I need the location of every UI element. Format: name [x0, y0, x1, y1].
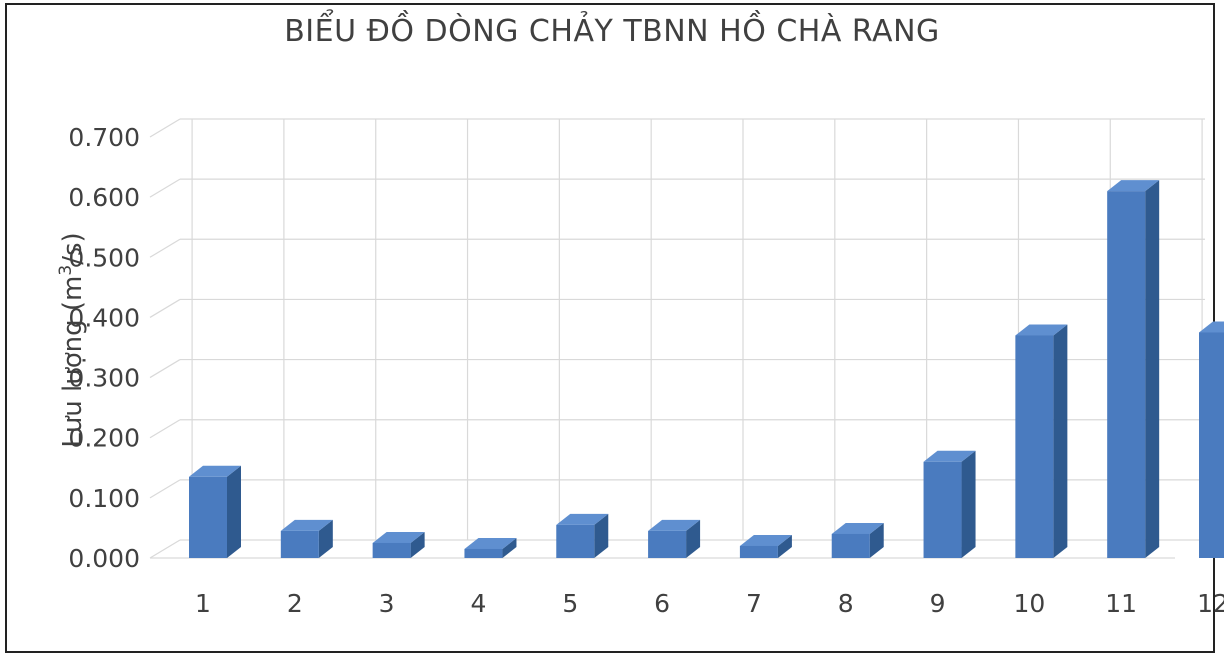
x-tick-label: 6 — [654, 589, 670, 618]
bar-front — [1107, 191, 1146, 558]
x-tick-label: 4 — [471, 589, 487, 618]
gridline-depth — [149, 479, 181, 499]
bar-top — [739, 534, 792, 546]
gridline-depth — [149, 238, 181, 258]
bar-front — [280, 530, 319, 558]
bar-side — [502, 537, 517, 558]
bar — [280, 519, 333, 558]
bar-layer — [189, 180, 1224, 558]
x-tick-label: 3 — [379, 589, 395, 618]
x-tick-label: 11 — [1105, 589, 1137, 618]
bar-front — [831, 533, 870, 558]
x-tick-label: 2 — [287, 589, 303, 618]
bar — [739, 534, 792, 558]
bar-top — [1199, 321, 1224, 333]
y-tick-label: 0.500 — [68, 243, 140, 272]
bar-side — [961, 450, 976, 558]
y-tick-label: 0.000 — [68, 544, 140, 573]
x-tick-labels: 1 2 3 4 5 6 7 8 9 10 11 12 — [195, 589, 1224, 618]
bar-top — [831, 522, 884, 534]
bar — [1199, 321, 1224, 558]
gridline-depth — [149, 359, 181, 379]
x-tick-label: 12 — [1197, 589, 1224, 618]
bar-side — [318, 519, 333, 558]
y-tick-label: 0.600 — [68, 183, 140, 212]
bar-front — [923, 461, 962, 558]
bar-side — [1145, 180, 1160, 558]
bar-top — [556, 513, 609, 525]
y-tick-label: 0.700 — [68, 123, 140, 152]
bar-front — [739, 545, 778, 558]
y-tick-labels: 0.000 0.100 0.200 0.300 0.400 0.500 0.600 0.700 — [68, 123, 140, 573]
bar-front — [1199, 332, 1224, 558]
bar — [831, 522, 884, 558]
y-tick-label: 0.400 — [68, 303, 140, 332]
y-tick-label: 0.200 — [68, 424, 140, 453]
gridline-depth — [149, 419, 181, 439]
bar — [189, 465, 241, 558]
y-tick-label: 0.100 — [68, 484, 140, 513]
bar-front — [648, 530, 687, 558]
bar-top — [372, 531, 425, 543]
bar-front — [189, 476, 227, 558]
bar-side — [594, 513, 609, 558]
x-tick-label: 8 — [838, 589, 854, 618]
gridline-depth — [149, 298, 181, 318]
x-tick-label: 10 — [1013, 589, 1045, 618]
bar-top — [189, 465, 241, 477]
bar — [372, 531, 425, 558]
bar-side — [410, 531, 425, 558]
bar-top — [648, 519, 701, 531]
x-tick-label: 5 — [562, 589, 578, 618]
bar-front — [556, 524, 595, 558]
chart-title: BIỂU ĐỒ DÒNG CHẢY TBNN HỒ CHÀ RANG — [284, 14, 940, 49]
bar-front — [464, 548, 503, 558]
bar-side — [1053, 324, 1068, 558]
bar — [464, 537, 517, 558]
gridline-depth — [149, 539, 181, 559]
bar — [556, 513, 609, 558]
bar — [1107, 180, 1160, 558]
bar-top — [464, 537, 517, 549]
bar-side — [869, 522, 884, 558]
bar-top — [923, 450, 976, 462]
bar-top — [1015, 324, 1068, 336]
bar-side — [777, 534, 792, 558]
gridline-depth — [149, 118, 181, 138]
bar-side — [686, 519, 701, 558]
bar-top — [1107, 180, 1160, 192]
bar-front — [1015, 335, 1054, 558]
bar-top — [280, 519, 333, 531]
bar — [648, 519, 701, 558]
y-tick-label: 0.300 — [68, 364, 140, 393]
bar-front — [372, 542, 411, 558]
bar — [923, 450, 976, 558]
bar-side — [227, 465, 241, 558]
gridline-depth — [149, 178, 181, 198]
x-tick-label: 7 — [746, 589, 762, 618]
bar — [1015, 324, 1068, 558]
x-tick-label: 9 — [930, 589, 946, 618]
x-tick-label: 1 — [195, 589, 211, 618]
